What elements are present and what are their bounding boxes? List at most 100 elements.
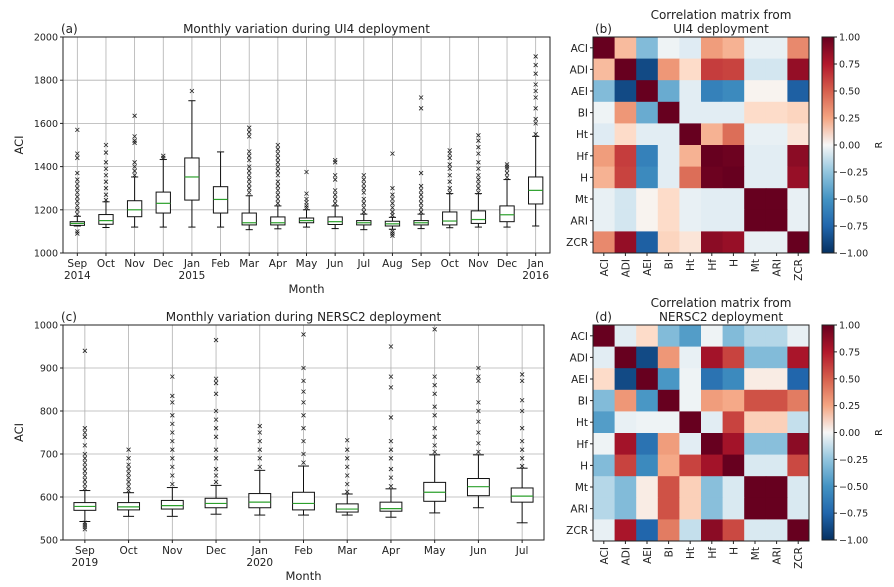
outlier-point	[519, 378, 525, 384]
heatmap-cell	[657, 209, 680, 232]
outlier-point	[257, 456, 263, 461]
panel-label: (c)	[61, 310, 77, 324]
row-label: ACI	[571, 43, 588, 55]
x-tick-label: Sep	[411, 258, 431, 270]
outlier-point	[388, 374, 394, 379]
heatmap-cell	[787, 325, 810, 348]
column-label: H	[728, 547, 740, 555]
outlier-point	[432, 391, 437, 397]
y-tick-label: 1400	[34, 162, 58, 173]
x-tick-label: 2020	[246, 557, 273, 569]
heatmap-cell	[679, 188, 702, 211]
row-label: AEI	[571, 374, 588, 386]
heatmap-cell	[787, 433, 810, 456]
outlier-point	[304, 191, 309, 196]
colorbar-tick-label: −0.75	[839, 222, 868, 233]
heatmap-cell	[657, 368, 680, 391]
heatmap-cell	[787, 58, 810, 81]
outlier-point	[533, 95, 538, 100]
heatmap-cell	[593, 166, 616, 189]
y-tick-label: 1000	[34, 321, 58, 332]
outlier-point	[103, 159, 109, 165]
heatmap-cell	[765, 346, 788, 369]
outlier-point	[332, 177, 338, 182]
outlier-point	[432, 327, 437, 332]
outlier-point	[388, 447, 394, 452]
heatmap-cell	[701, 80, 724, 103]
outlier-point	[476, 440, 481, 446]
row-label: H	[580, 172, 588, 184]
outlier-point	[301, 451, 306, 457]
heatmap-cell	[679, 58, 702, 81]
x-tick-label: Aug	[382, 258, 403, 270]
heatmap-cell	[701, 123, 724, 146]
heatmap-cell	[744, 454, 767, 477]
box-2	[160, 374, 184, 517]
outlier-point	[213, 434, 219, 440]
outlier-point	[246, 149, 252, 154]
outlier-point	[126, 488, 131, 493]
outlier-point	[126, 462, 131, 468]
outlier-point	[213, 456, 219, 461]
outlier-point	[82, 477, 88, 483]
outlier-point	[519, 372, 525, 377]
outlier-point	[533, 131, 538, 137]
outlier-point	[304, 199, 309, 205]
outlier-point	[103, 179, 109, 185]
colorbar-tick-label: −0.75	[839, 509, 868, 520]
heatmap-cell	[744, 368, 767, 391]
heatmap-cell	[614, 101, 637, 124]
outlier-point	[103, 185, 109, 191]
x-tick-label: Jan	[251, 545, 268, 557]
outlier-point	[447, 185, 453, 191]
box-12	[413, 95, 429, 230]
y-tick-label: 1600	[34, 119, 58, 130]
outlier-point	[170, 400, 175, 405]
outlier-point	[533, 105, 538, 111]
heatmap-cell	[765, 123, 788, 146]
heatmap-cell	[679, 145, 702, 168]
box-10	[356, 172, 372, 231]
heatmap-cell	[636, 389, 659, 412]
outlier-point	[432, 449, 437, 455]
outlier-point	[275, 192, 281, 197]
box-14	[470, 132, 487, 228]
box-13	[442, 148, 458, 229]
x-tick-label: Jul	[515, 545, 529, 557]
heatmap-cell	[657, 519, 680, 542]
box-7	[270, 142, 286, 230]
box-3	[204, 337, 228, 515]
x-tick-label: Nov	[468, 258, 489, 270]
heatmap-cell	[636, 497, 659, 520]
heatmap-cell	[614, 346, 637, 369]
heatmap-cell	[744, 37, 767, 60]
heatmap-cell	[679, 346, 702, 369]
outlier-point	[75, 207, 80, 213]
column-label: Hf	[707, 547, 719, 559]
outlier-point	[304, 196, 309, 202]
outlier-point	[504, 170, 510, 176]
column-label: AEI	[642, 259, 654, 276]
heatmap-cell	[636, 454, 659, 477]
y-axis-label: ACI	[12, 135, 26, 154]
heatmap-cell	[722, 231, 745, 254]
row-label: ADI	[570, 352, 588, 364]
outlier-point	[361, 177, 367, 182]
column-label: Mt	[750, 547, 762, 560]
box-iqr	[241, 212, 257, 226]
outlier-point	[301, 389, 306, 394]
outlier-point	[533, 82, 538, 87]
heatmap-cell	[593, 209, 616, 232]
outlier-point	[246, 129, 252, 135]
outlier-point	[432, 413, 437, 418]
outlier-point	[246, 190, 252, 195]
colorbar-tick-label: −0.50	[839, 482, 868, 493]
colorbar-ticks: 1.00 0.75 0.50 0.25 0.00 −0.25 −0.50 −0.75 −1.00	[834, 33, 868, 260]
box-11	[384, 151, 401, 239]
box-iqr	[379, 501, 403, 512]
heatmap-cell	[636, 411, 659, 434]
colorbar-ticks: 1.00 0.75 0.50 0.25 0.00 −0.25 −0.50 −0.75 −1.00	[834, 321, 868, 547]
column-label: ADI	[620, 259, 632, 277]
